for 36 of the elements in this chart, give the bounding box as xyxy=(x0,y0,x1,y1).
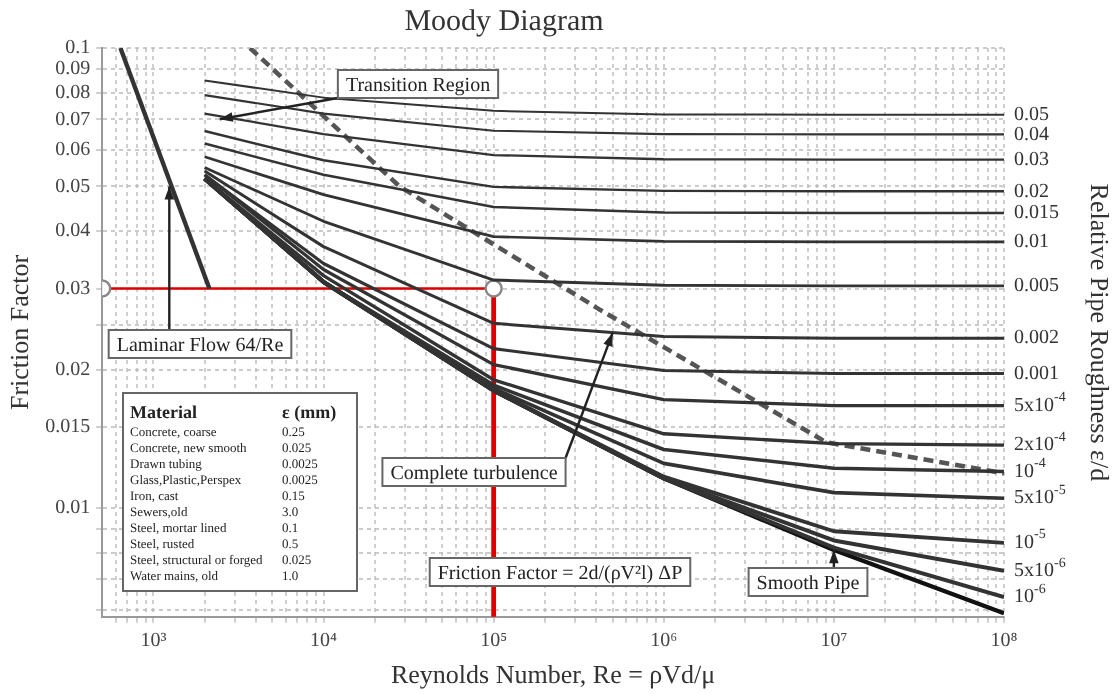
chart-title: Moody Diagram xyxy=(404,5,605,38)
series-label: 0.001 xyxy=(1014,362,1059,385)
annotation: Complete turbulence xyxy=(390,463,559,486)
x-axis-title: Reynolds Number, Re = ρVd/μ xyxy=(390,659,716,690)
annotation: Laminar Flow 64/Re xyxy=(116,335,285,358)
series-label: 0.005 xyxy=(1014,275,1059,298)
y-tick-label: 0.05 xyxy=(55,175,91,198)
y-tick-label: 0.08 xyxy=(55,81,91,104)
y-tick-label: 0.015 xyxy=(45,416,91,439)
x-tick-label: 10⁵ xyxy=(480,630,508,653)
series-label: 0.05 xyxy=(1014,103,1049,126)
x-tick-label: 10³ xyxy=(140,630,167,653)
x-tick-label: 10⁶ xyxy=(650,630,679,653)
annotation: Friction Factor = 2d/(ρV²l) ΔP xyxy=(437,563,684,586)
x-tick-label: 10⁸ xyxy=(990,630,1019,653)
text: Material ε (mm) xyxy=(130,402,337,422)
series-label: 0.02 xyxy=(1014,180,1049,203)
y-tick-label: 0.06 xyxy=(55,139,91,162)
y-tick-label: 0.02 xyxy=(55,358,91,381)
x-tick-label: 10⁷ xyxy=(820,630,849,653)
series-label: 0.002 xyxy=(1014,327,1059,350)
y2-axis-title: Relative Pipe Roughness ε/d xyxy=(1085,183,1116,483)
y-tick-label: 0.09 xyxy=(55,58,91,81)
series-label: 0.015 xyxy=(1014,202,1059,225)
y-tick-label: 0.01 xyxy=(55,497,91,520)
annotation: Smooth Pipe xyxy=(756,573,861,596)
y-axis-title: Friction Factor xyxy=(4,253,35,411)
series-label: 0.04 xyxy=(1014,123,1049,146)
y-tick-label: 0.04 xyxy=(55,220,91,243)
series-label: 0.01 xyxy=(1014,231,1049,254)
y-tick-label: 0.1 xyxy=(65,37,91,60)
annotation: Transition Region xyxy=(345,75,491,98)
x-tick-label: 10⁴ xyxy=(310,630,339,653)
y-tick-label: 0.03 xyxy=(55,277,91,300)
series-label: 0.03 xyxy=(1014,148,1049,171)
y-tick-label: 0.07 xyxy=(55,108,91,131)
